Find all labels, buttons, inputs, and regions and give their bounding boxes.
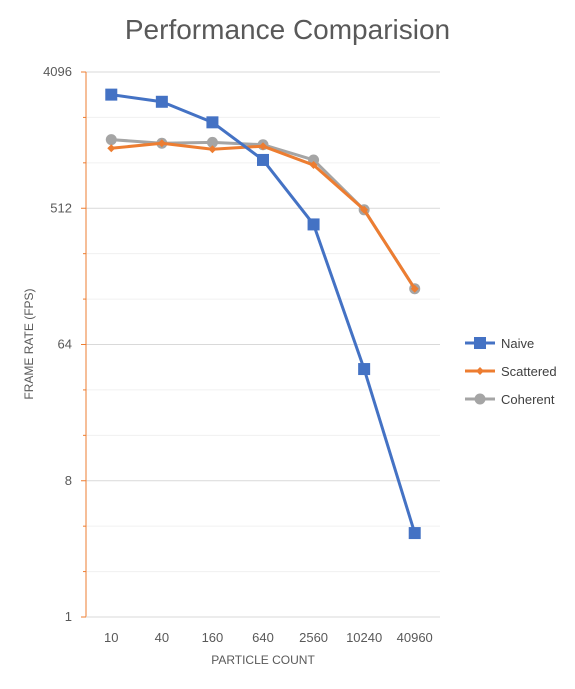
x-tick-label: 2560 (299, 630, 328, 645)
data-point-scattered (259, 142, 267, 151)
x-tick-label: 160 (202, 630, 224, 645)
series-scattered (107, 139, 419, 293)
y-tick-label: 1 (65, 609, 72, 624)
data-point-coherent (105, 134, 117, 146)
data-point-naive (408, 527, 421, 540)
x-tick-label: 10240 (346, 630, 382, 645)
y-tick-label: 64 (58, 337, 72, 352)
data-point-naive (105, 88, 118, 101)
legend-marker-coherent (474, 393, 486, 405)
legend-label-scattered: Scattered (501, 364, 557, 379)
data-point-scattered (309, 161, 318, 170)
series-naive (105, 88, 421, 540)
x-tick-label: 640 (252, 630, 274, 645)
y-tick-label: 4096 (43, 64, 72, 79)
legend-item-naive: Naive (465, 336, 534, 351)
data-point-naive (257, 153, 269, 166)
gridlines (86, 71, 440, 618)
chart-title: Performance Comparision (124, 14, 451, 45)
legend-marker-scattered (476, 367, 484, 375)
data-point-naive (155, 95, 168, 108)
y-tick-label: 512 (50, 200, 72, 215)
data-point-scattered (208, 145, 217, 154)
series-layer (105, 88, 421, 540)
data-point-scattered (360, 205, 369, 214)
legend: Naive Scattered Coherent (465, 336, 557, 407)
legend-item-coherent: Coherent (465, 392, 555, 407)
x-tick-label: 40960 (397, 630, 433, 645)
data-point-scattered (107, 144, 116, 153)
data-point-naive (307, 218, 320, 231)
legend-label-naive: Naive (501, 336, 534, 351)
legend-label-coherent: Coherent (501, 392, 555, 407)
y-axis-title: FRAME RATE (FPS) (22, 288, 36, 399)
y-tick-label: 8 (65, 473, 72, 488)
data-point-scattered (410, 284, 419, 293)
data-point-naive (358, 363, 371, 376)
legend-item-scattered: Scattered (465, 364, 557, 379)
data-point-naive (206, 116, 219, 129)
axes: 1 8 64 512 4096 10 40 160 640 2560 10240 40960 (43, 64, 440, 645)
x-tick-label: 40 (155, 630, 169, 645)
x-axis-title: PARTICLE COUNT (211, 653, 315, 667)
data-point-coherent (206, 136, 218, 148)
legend-marker-naive (474, 337, 486, 349)
data-point-scattered (157, 139, 166, 148)
x-tick-label: 10 (104, 630, 118, 645)
